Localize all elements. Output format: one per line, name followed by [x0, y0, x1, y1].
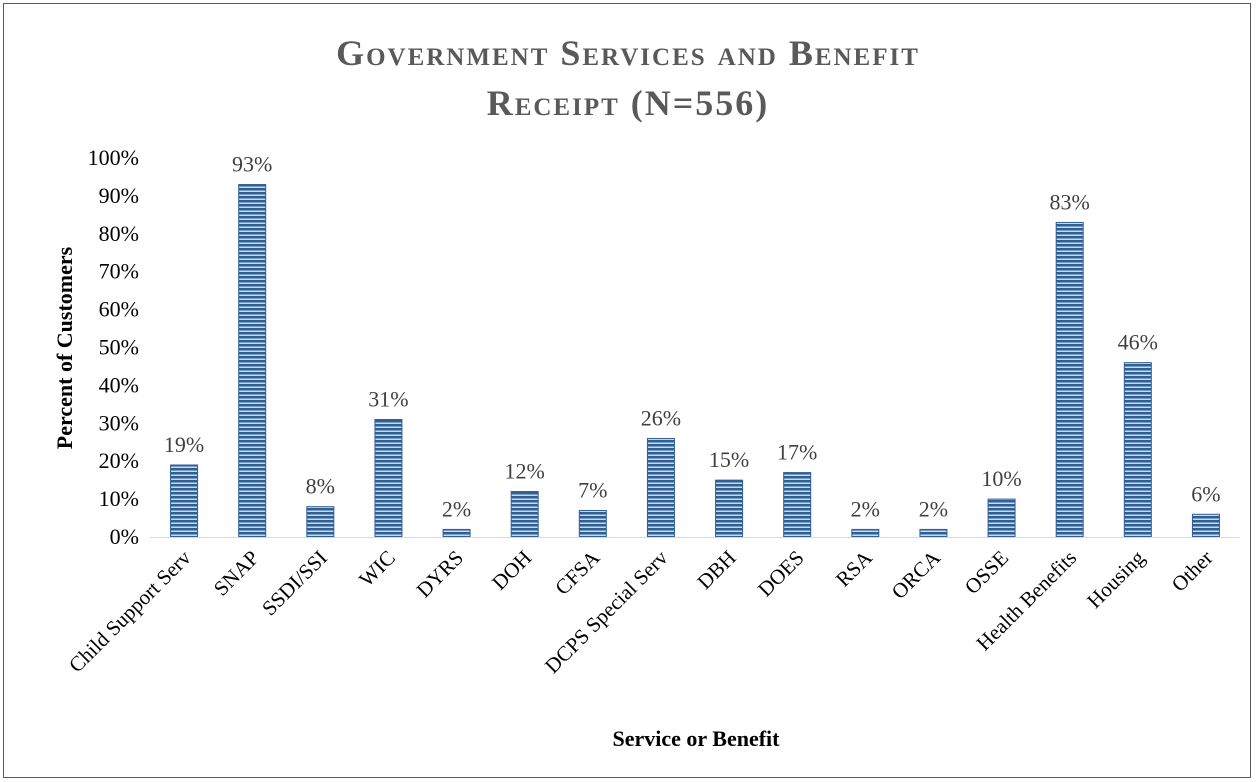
bar [919, 528, 948, 538]
data-label: 46% [1118, 330, 1158, 355]
x-tick-label: Other [1167, 546, 1218, 597]
x-axis-title: Service or Benefit [613, 726, 781, 751]
x-tick-label: OSSE [960, 546, 1013, 599]
chart-title-line1: Government Services and Benefit [336, 33, 920, 73]
x-tick-label: DOH [487, 546, 536, 595]
bar [1055, 221, 1084, 538]
data-label: 2% [919, 496, 948, 521]
bar [170, 464, 199, 538]
data-label: 10% [981, 466, 1021, 491]
data-label: 15% [709, 447, 749, 472]
bar [715, 479, 744, 538]
x-tick-label: Housing [1082, 545, 1150, 613]
y-tick-label: 50% [99, 335, 139, 360]
bars [150, 184, 1240, 538]
data-label: 7% [578, 477, 607, 502]
x-tick-label: ORCA [887, 545, 946, 604]
x-tick-label: CFSA [550, 545, 605, 600]
bar [374, 419, 403, 538]
data-label: 93% [232, 152, 272, 177]
data-label: 8% [306, 474, 335, 499]
y-tick-label: 20% [99, 448, 139, 473]
y-tick-label: 60% [99, 297, 139, 322]
data-label: 19% [164, 432, 204, 457]
data-label: 6% [1191, 481, 1220, 506]
data-label: 26% [641, 405, 681, 430]
x-tick-label: DCPS Special Serv [540, 545, 673, 678]
bar [851, 528, 880, 538]
bar [578, 509, 607, 538]
y-tick-label: 10% [99, 486, 139, 511]
x-tick-label: WIC [354, 546, 400, 592]
x-tick-label: DOES [753, 546, 809, 602]
y-tick-label: 80% [99, 221, 139, 246]
data-label: 12% [505, 459, 545, 484]
x-tick-label: DBH [692, 546, 740, 594]
x-tick-label: SSDI/SSI [257, 546, 332, 621]
data-label: 2% [851, 496, 880, 521]
y-tick-label: 100% [88, 145, 139, 170]
chart-frame [3, 3, 1251, 778]
y-tick-label: 70% [99, 259, 139, 284]
bar [783, 472, 812, 538]
bar [442, 528, 471, 538]
y-tick-label: 90% [99, 183, 139, 208]
y-axis: 0% 10% 20% 30% 40% 50% 60% 70% 80% 90% 100% [88, 145, 139, 549]
bar [1123, 362, 1152, 538]
bar [510, 491, 539, 538]
bar [1191, 513, 1220, 538]
y-tick-label: 0% [110, 524, 139, 549]
y-tick-label: 30% [99, 410, 139, 435]
data-label: 17% [777, 440, 817, 465]
data-label: 2% [442, 496, 471, 521]
bar [987, 498, 1016, 538]
y-tick-label: 40% [99, 372, 139, 397]
bar [646, 437, 675, 538]
x-tick-label: Child Support Serv [64, 545, 196, 677]
x-tick-label: RSA [831, 545, 877, 591]
data-label: 31% [368, 387, 408, 412]
chart-title-line2: Receipt (N=556) [487, 83, 770, 123]
bar [238, 184, 267, 538]
data-labels: 19% 93% 8% 31% 2% 12% 7% 26% 15% 17% 2% 2% 10% 83% 46%… [164, 152, 1221, 522]
bar [306, 506, 335, 538]
x-tick-label: SNAP [209, 546, 264, 601]
x-tick-label: DYRS [412, 546, 469, 603]
data-label: 83% [1050, 189, 1090, 214]
y-axis-title: Percent of Customers [52, 246, 77, 449]
